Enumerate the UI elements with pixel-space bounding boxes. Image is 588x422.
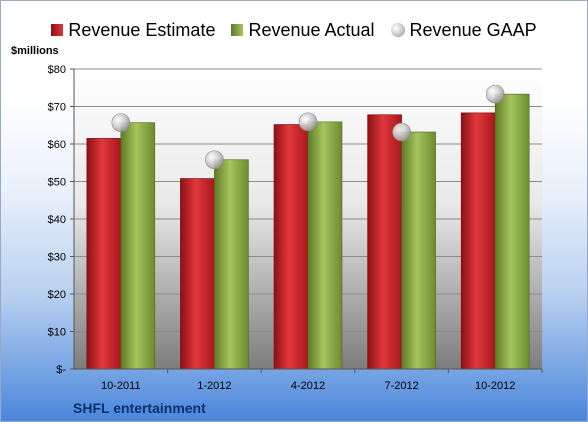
bar-revenue-actual — [307, 121, 343, 370]
bar-revenue-estimate — [460, 112, 496, 370]
y-tick-label: $40 — [48, 214, 66, 226]
legend: Revenue Estimate Revenue Actual Revenue … — [1, 17, 587, 43]
y-tick-label: $50 — [48, 177, 66, 189]
legend-item-actual: Revenue Actual — [231, 19, 375, 41]
y-tick-label: $70 — [48, 102, 66, 114]
legend-label-gaap: Revenue GAAP — [409, 19, 537, 40]
bar-revenue-estimate — [367, 114, 402, 370]
legend-item-estimate: Revenue Estimate — [51, 20, 215, 41]
x-tick-label: 10-2012 — [475, 380, 515, 392]
legend-label-estimate: Revenue Estimate — [68, 19, 216, 40]
legend-swatch-estimate — [51, 24, 64, 36]
marker-revenue-gaap — [392, 122, 411, 142]
y-tick-label: $30 — [48, 252, 66, 264]
bar-revenue-estimate — [273, 124, 309, 370]
bar-revenue-actual — [401, 131, 436, 370]
x-tick-label: 10-2011 — [101, 380, 141, 392]
legend-item-gaap: Revenue GAAP — [390, 19, 537, 41]
marker-revenue-gaap — [111, 113, 131, 132]
bar-revenue-actual — [214, 159, 249, 370]
legend-label-actual: Revenue Actual — [248, 19, 375, 40]
marker-revenue-gaap — [485, 84, 505, 104]
legend-swatch-actual — [231, 24, 244, 36]
company-label: SHFL entertainment — [73, 400, 206, 416]
marker-revenue-gaap — [205, 150, 224, 170]
y-tick-label: $- — [56, 364, 66, 376]
legend-marker-gaap — [390, 23, 405, 37]
x-tick-label: 7-2012 — [384, 380, 418, 392]
bar-revenue-estimate — [86, 138, 122, 370]
y-tick-label: $20 — [48, 289, 66, 301]
y-tick-label: $80 — [48, 64, 66, 76]
bar-revenue-estimate — [180, 178, 215, 370]
y-axis-unit-label: $millions — [11, 45, 59, 57]
bar-revenue-actual — [120, 122, 156, 370]
marker-revenue-gaap — [298, 112, 318, 132]
bar-revenue-actual — [494, 93, 530, 370]
y-tick-label: $10 — [48, 327, 66, 339]
y-tick-label: $60 — [48, 139, 66, 151]
x-tick-label: 1-2012 — [197, 380, 231, 392]
x-tick-label: 4-2012 — [291, 380, 325, 392]
